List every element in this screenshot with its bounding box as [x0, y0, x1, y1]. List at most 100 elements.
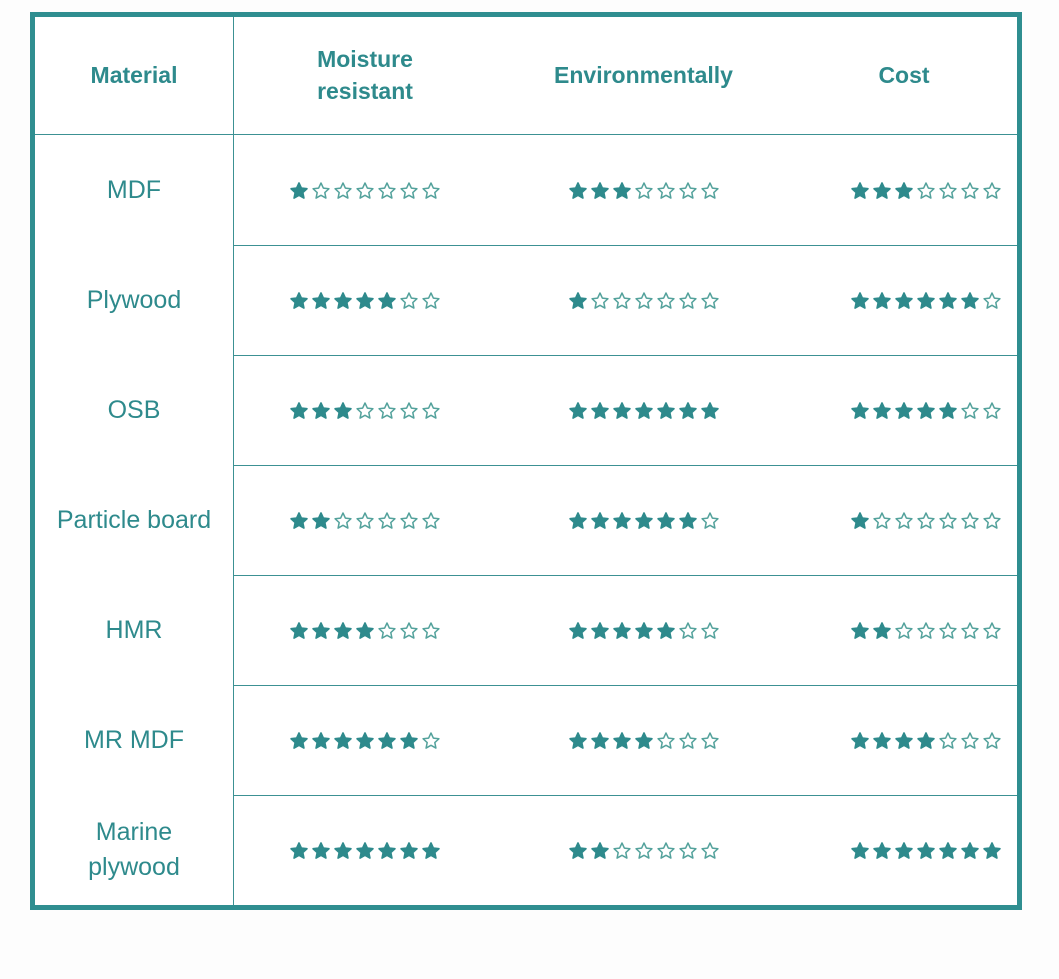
star-outline-icon	[400, 402, 418, 419]
star-outline-icon	[400, 292, 418, 309]
column-header-cost-label: Cost	[878, 61, 930, 88]
star-outline-icon	[961, 622, 979, 639]
star-outline-icon	[700, 842, 719, 859]
star-filled-icon	[568, 512, 587, 529]
table-body: MDF Plywood OSB Particle board HMR MR MDF Mari…	[35, 135, 1017, 905]
environmentally-rating	[568, 291, 720, 310]
star-filled-icon	[400, 842, 418, 859]
material-cell: Particle board	[35, 465, 234, 575]
column-header-moisture-resistant-label: Moisture resistant	[317, 46, 413, 104]
star-filled-icon	[700, 402, 719, 419]
star-filled-icon	[568, 292, 587, 309]
material-comparison-table: Material Moisture resistant Environmenta…	[30, 12, 1022, 910]
star-filled-icon	[290, 622, 308, 639]
star-filled-icon	[378, 732, 396, 749]
star-filled-icon	[678, 512, 697, 529]
star-filled-icon	[895, 842, 913, 859]
star-filled-icon	[917, 292, 935, 309]
star-outline-icon	[678, 292, 697, 309]
star-outline-icon	[634, 842, 653, 859]
star-outline-icon	[656, 732, 675, 749]
star-outline-icon	[678, 622, 697, 639]
material-label: Marine plywood	[88, 818, 180, 881]
star-filled-icon	[983, 842, 1001, 859]
star-outline-icon	[400, 181, 418, 199]
table-row: HMR	[35, 575, 1017, 685]
environmentally-cell	[496, 245, 791, 355]
star-filled-icon	[873, 292, 891, 309]
environmentally-cell	[496, 135, 791, 245]
star-filled-icon	[961, 292, 979, 309]
moisture-resistant-cell	[234, 135, 496, 245]
star-outline-icon	[356, 181, 374, 199]
moisture-resistant-rating	[289, 621, 441, 640]
cost-rating	[850, 181, 1002, 200]
star-filled-icon	[851, 622, 869, 639]
material-cell: MR MDF	[35, 685, 234, 795]
cost-cell	[791, 355, 1017, 465]
environmentally-cell	[496, 685, 791, 795]
environmentally-rating	[568, 511, 720, 530]
cost-rating	[850, 621, 1002, 640]
material-cell: MDF	[35, 135, 234, 245]
star-outline-icon	[700, 622, 719, 639]
star-outline-icon	[422, 402, 440, 419]
star-outline-icon	[917, 512, 935, 529]
star-outline-icon	[656, 842, 675, 859]
star-outline-icon	[983, 181, 1001, 199]
star-outline-icon	[917, 622, 935, 639]
star-filled-icon	[568, 732, 587, 749]
star-filled-icon	[334, 292, 352, 309]
star-outline-icon	[895, 512, 913, 529]
material-label: HMR	[105, 615, 163, 644]
material-cell: Plywood	[35, 245, 234, 355]
star-filled-icon	[290, 732, 308, 749]
star-filled-icon	[895, 402, 913, 419]
star-outline-icon	[983, 732, 1001, 749]
star-outline-icon	[678, 181, 697, 199]
star-outline-icon	[678, 842, 697, 859]
material-cell: HMR	[35, 575, 234, 685]
star-filled-icon	[334, 622, 352, 639]
cost-rating	[850, 291, 1002, 310]
star-filled-icon	[590, 512, 609, 529]
star-outline-icon	[700, 292, 719, 309]
environmentally-cell	[496, 575, 791, 685]
column-header-material-label: Material	[90, 61, 178, 88]
star-outline-icon	[634, 292, 653, 309]
star-filled-icon	[851, 842, 869, 859]
star-filled-icon	[334, 732, 352, 749]
star-filled-icon	[356, 732, 374, 749]
moisture-resistant-cell	[234, 245, 496, 355]
table-row: Marine plywood	[35, 795, 1017, 905]
star-filled-icon	[612, 622, 631, 639]
environmentally-cell	[496, 465, 791, 575]
star-outline-icon	[422, 512, 440, 529]
star-outline-icon	[422, 622, 440, 639]
star-outline-icon	[334, 181, 352, 199]
star-filled-icon	[939, 292, 957, 309]
star-outline-icon	[895, 622, 913, 639]
column-header-cost: Cost	[791, 17, 1017, 134]
star-filled-icon	[895, 292, 913, 309]
star-outline-icon	[378, 181, 396, 199]
star-filled-icon	[290, 842, 308, 859]
column-header-environmentally: Environmentally	[496, 17, 791, 134]
star-outline-icon	[612, 842, 631, 859]
star-outline-icon	[983, 512, 1001, 529]
star-outline-icon	[983, 622, 1001, 639]
environmentally-rating	[568, 841, 720, 860]
star-filled-icon	[939, 402, 957, 419]
star-outline-icon	[961, 181, 979, 199]
moisture-resistant-rating	[289, 731, 441, 750]
star-filled-icon	[334, 842, 352, 859]
star-outline-icon	[656, 181, 675, 199]
star-outline-icon	[939, 622, 957, 639]
star-filled-icon	[312, 842, 330, 859]
star-filled-icon	[312, 732, 330, 749]
star-filled-icon	[961, 842, 979, 859]
table-row: MDF	[35, 135, 1017, 245]
column-header-environmentally-label: Environmentally	[554, 61, 733, 88]
star-outline-icon	[400, 622, 418, 639]
